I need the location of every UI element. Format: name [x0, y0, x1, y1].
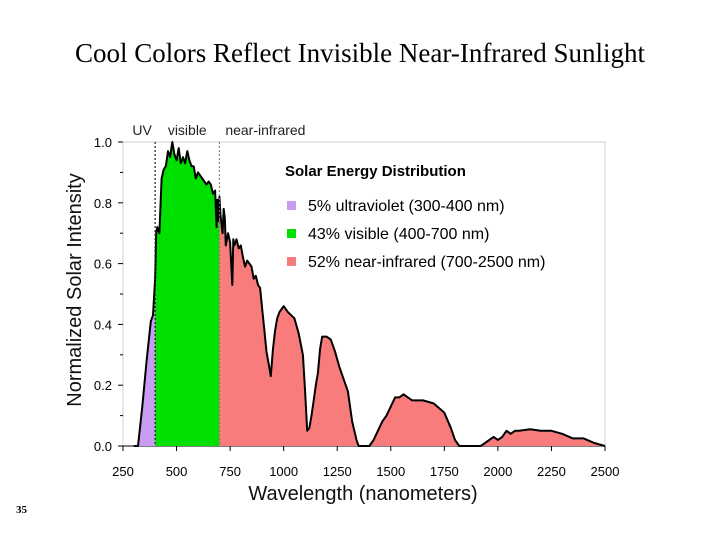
x-tick-label: 1250: [323, 464, 352, 479]
y-tick-label: 0.2: [94, 378, 112, 393]
slide-title: Cool Colors Reflect Invisible Near-Infra…: [74, 38, 646, 68]
legend-swatch-2: [287, 257, 296, 266]
visible-area: [155, 142, 220, 446]
legend-label-2: 52% near-infrared (700-2500 nm): [308, 254, 545, 271]
legend-label-0: 5% ultraviolet (300-400 nm): [308, 198, 505, 215]
x-tick-label: 250: [112, 464, 134, 479]
x-tick-label: 2500: [591, 464, 620, 479]
legend-label-1: 43% visible (400-700 nm): [308, 226, 489, 243]
x-tick-label: 2250: [537, 464, 566, 479]
x-axis-ticks: 250 500 750 1000 1250 1500 1750 2000 2250 2500: [112, 446, 619, 479]
spectrum-outline: [133, 141, 606, 447]
x-tick-label: 750: [219, 464, 241, 479]
region-label-0: UV: [132, 122, 152, 138]
y-tick-label: 0.6: [94, 257, 112, 272]
y-tick-label: 0.0: [94, 439, 112, 454]
legend-swatch-0: [287, 201, 296, 210]
region-labels: UV visible near-infrared: [132, 122, 305, 138]
spectrum-curve: [133, 141, 606, 447]
y-tick-label: 1.0: [94, 135, 112, 150]
legend-swatch-1: [287, 229, 296, 238]
uv-area: [133, 278, 156, 446]
chart-legend: Solar Energy Distribution 5% ultraviolet…: [285, 163, 545, 271]
region-label-1: visible: [168, 122, 207, 138]
y-tick-label: 0.4: [94, 317, 112, 332]
near-infrared-area: [219, 196, 605, 446]
x-tick-label: 1000: [269, 464, 298, 479]
x-tick-label: 2000: [483, 464, 512, 479]
x-tick-label: 1750: [430, 464, 459, 479]
x-tick-label: 1500: [376, 464, 405, 479]
x-tick-label: 500: [166, 464, 188, 479]
x-axis-label: Wavelength (nanometers): [248, 483, 477, 505]
y-axis-label: Normalized Solar Intensity: [64, 173, 86, 406]
legend-title: Solar Energy Distribution: [285, 163, 466, 180]
y-axis-ticks: 0.0 0.2 0.4 0.6 0.8 1.0: [94, 135, 123, 454]
spectrum-areas: [133, 142, 605, 446]
y-tick-label: 0.8: [94, 196, 112, 211]
slide-number: 35: [16, 504, 27, 516]
region-label-2: near-infrared: [225, 122, 305, 138]
region-boundaries: [154, 142, 220, 446]
